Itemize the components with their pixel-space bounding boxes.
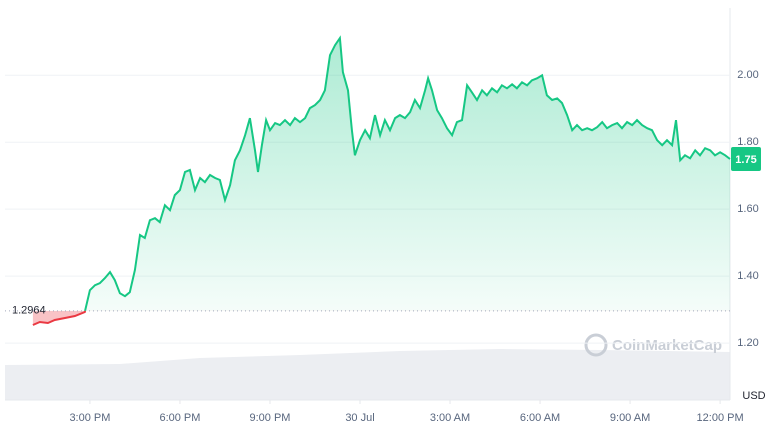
area-above xyxy=(85,38,730,311)
x-tick-label: 9:00 AM xyxy=(610,412,650,424)
reference-label: 1.2964 xyxy=(12,305,46,317)
x-tick-label: 3:00 PM xyxy=(69,412,110,424)
y-tick-label: 1.40 xyxy=(737,270,758,282)
y-tick-label: 1.20 xyxy=(737,337,758,349)
current-price-label: 1.75 xyxy=(735,154,756,166)
y-tick-label: 2.00 xyxy=(737,69,758,81)
x-tick-label: 12:00 PM xyxy=(697,412,744,424)
y-tick-label: 1.60 xyxy=(737,203,758,215)
current-price-badge xyxy=(731,146,761,171)
price-line-up xyxy=(84,35,731,311)
x-tick-label: 30 Jul xyxy=(345,412,374,424)
volume-area xyxy=(5,349,730,400)
x-tick-label: 9:00 PM xyxy=(249,412,290,424)
y-tick-label: 1.80 xyxy=(737,136,758,148)
y-unit: USD xyxy=(742,390,765,402)
x-tick-label: 6:00 PM xyxy=(159,412,200,424)
x-tick-label: 6:00 AM xyxy=(520,412,560,424)
x-tick-label: 3:00 AM xyxy=(430,412,470,424)
watermark: CoinMarketCap xyxy=(584,333,722,357)
watermark-text: CoinMarketCap xyxy=(612,337,722,354)
